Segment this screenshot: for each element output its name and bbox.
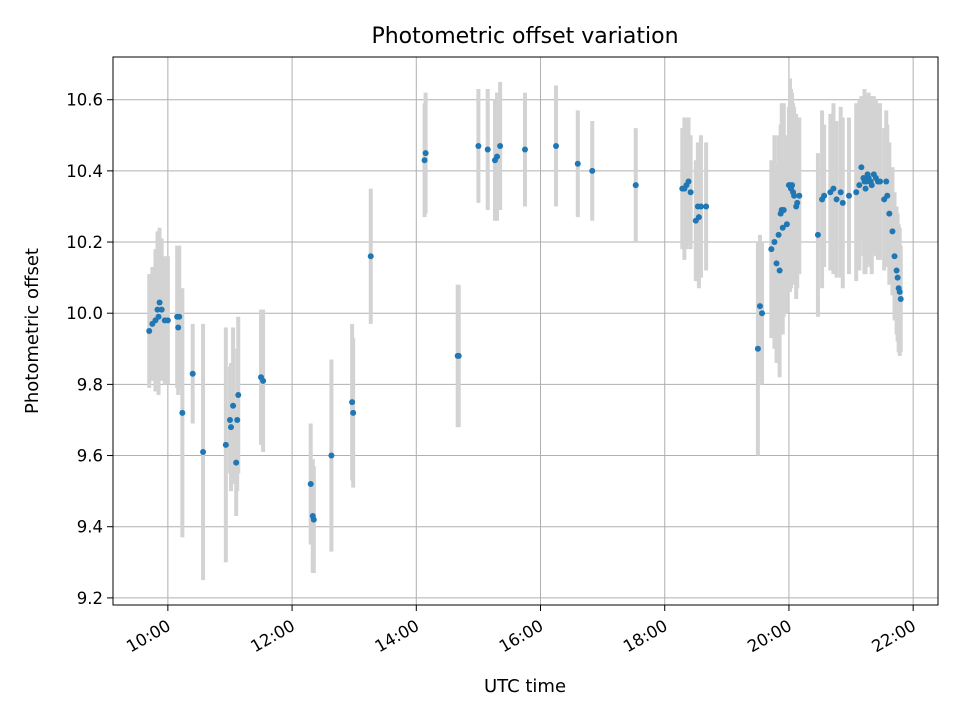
data-point [886, 210, 893, 217]
data-point [703, 203, 710, 210]
data-point [200, 448, 207, 455]
data-point [589, 167, 596, 174]
data-point [234, 416, 241, 423]
y-tick-label: 10.6 [66, 91, 103, 110]
data-point [821, 192, 828, 199]
data-point [226, 416, 233, 423]
data-points [146, 142, 904, 523]
data-point [754, 345, 761, 352]
data-point [422, 150, 429, 157]
data-point [158, 306, 165, 313]
data-point [146, 328, 153, 334]
data-point [164, 317, 171, 324]
data-point [773, 260, 780, 267]
data-point [176, 313, 183, 320]
data-point [228, 424, 235, 431]
data-point [685, 178, 692, 185]
data-point [877, 178, 884, 185]
data-point [894, 274, 901, 281]
data-point [155, 313, 162, 320]
data-point [307, 481, 314, 488]
chart-title: Photometric offset variation [371, 24, 678, 49]
data-point [896, 288, 903, 295]
data-point [889, 228, 896, 235]
data-point [868, 182, 875, 189]
data-point [154, 306, 161, 313]
data-point [814, 231, 821, 238]
data-point [756, 303, 763, 310]
data-point [175, 324, 182, 331]
data-point [759, 310, 766, 317]
data-point [791, 192, 798, 199]
data-point [845, 192, 852, 199]
data-point [839, 199, 846, 206]
data-point [233, 459, 240, 466]
data-point [796, 192, 803, 199]
data-point [780, 207, 787, 214]
data-point [574, 160, 581, 167]
data-point [350, 409, 357, 416]
x-axis-label: UTC time [484, 676, 566, 697]
data-point [349, 399, 356, 406]
y-tick-label: 9.4 [77, 518, 103, 537]
data-point [497, 142, 504, 149]
data-point [521, 146, 528, 153]
data-point [853, 189, 860, 196]
data-point [235, 392, 242, 399]
y-tick-label: 10.4 [66, 162, 103, 181]
y-tick-label: 10.2 [66, 233, 103, 252]
data-point [775, 231, 782, 238]
data-point [768, 246, 775, 253]
data-point [156, 299, 163, 306]
y-tick-label: 9.8 [77, 375, 103, 394]
data-point [789, 182, 796, 189]
data-point [884, 192, 891, 199]
data-point [891, 253, 898, 260]
data-point [794, 199, 801, 206]
data-point [328, 452, 335, 459]
data-point [837, 189, 844, 196]
data-point [771, 239, 778, 246]
data-point [695, 214, 702, 221]
data-point [230, 402, 237, 409]
data-point [893, 267, 900, 274]
data-point [632, 182, 639, 189]
data-point [189, 370, 196, 377]
data-point [687, 189, 694, 196]
data-point [475, 142, 482, 149]
data-point [776, 267, 783, 274]
data-point [830, 185, 837, 192]
y-axis-label: Photometric offset [22, 248, 43, 414]
data-point [897, 295, 904, 302]
data-point [494, 153, 501, 160]
data-point [222, 441, 229, 448]
data-point [697, 203, 704, 210]
data-point [179, 409, 186, 416]
data-point [783, 221, 790, 228]
data-point [862, 185, 869, 192]
plot-frame [112, 56, 939, 606]
data-point [260, 377, 267, 384]
y-tick-label: 10.0 [66, 304, 103, 323]
data-point [856, 182, 863, 189]
data-point [779, 224, 786, 231]
data-point [553, 142, 560, 149]
data-point [858, 164, 865, 171]
data-point [367, 253, 374, 260]
data-point [455, 352, 462, 359]
data-point [833, 196, 840, 203]
data-point [310, 516, 317, 523]
y-tick-label: 9.6 [77, 447, 103, 466]
data-point [421, 157, 428, 164]
data-point [883, 178, 890, 185]
y-tick-label: 9.2 [77, 589, 103, 608]
data-point [484, 146, 491, 153]
